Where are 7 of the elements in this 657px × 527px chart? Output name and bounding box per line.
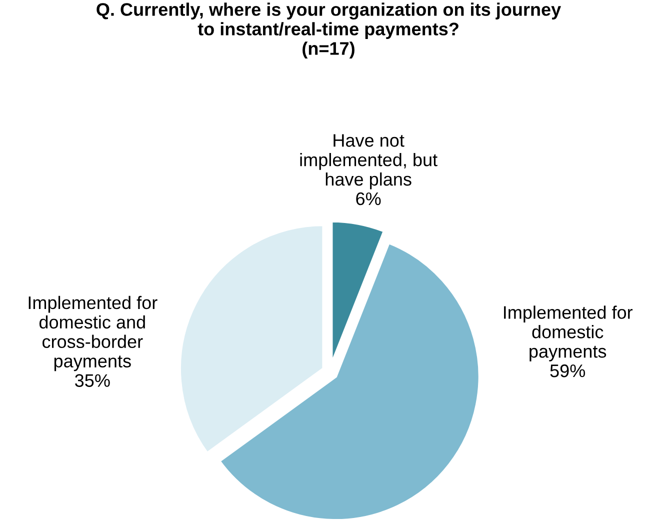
slice-label: Have not implemented, but have plans bbox=[300, 134, 438, 190]
data-label: 59% bbox=[550, 364, 586, 378]
slice-label: Implemented for domestic and cross-border payments bbox=[28, 296, 158, 372]
data-label: 35% bbox=[75, 374, 110, 387]
slice-label: Implemented for domestic payments bbox=[504, 306, 633, 362]
data-label: 6% bbox=[356, 192, 381, 206]
chart-title: Q. Currently, where is your organization on its journey to instant/real-time payments? (n=17) bbox=[96, 2, 562, 58]
